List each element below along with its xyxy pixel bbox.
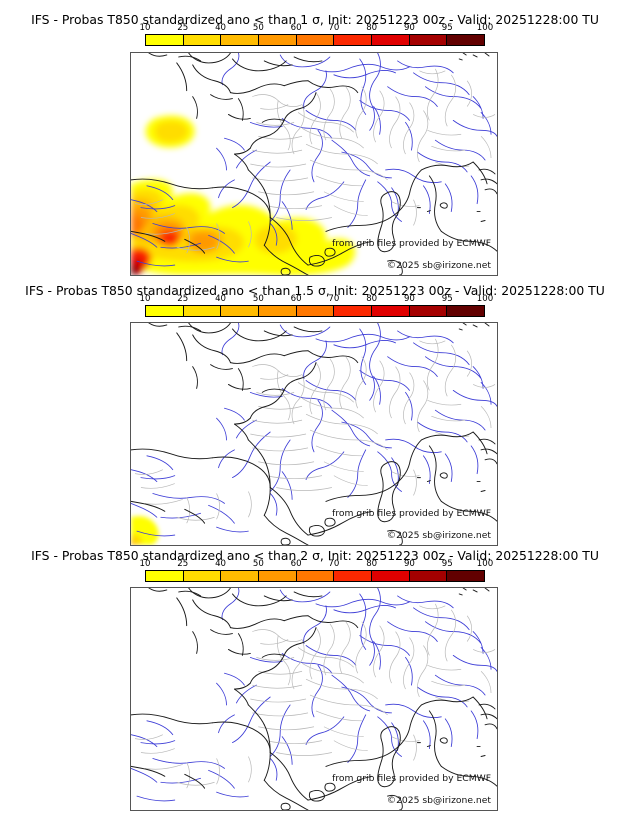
colorbar-tick-25: 25: [177, 23, 189, 33]
colorbar-segment-70: [334, 571, 373, 581]
colorbar-segment-80: [372, 35, 410, 45]
colorbar-tick-25: 25: [177, 559, 189, 569]
colorbar-tick-80: 80: [366, 559, 378, 569]
colorbar-segment-25: [183, 571, 222, 581]
panel-1-colorbar-swatches: [145, 34, 485, 46]
colorbar-segment-40: [221, 306, 260, 316]
colorbar-tick-90: 90: [403, 559, 415, 569]
panel-1-ecmwf-credit: from grib files provided by ECMWF: [332, 238, 491, 249]
colorbar-tick-70: 70: [328, 294, 340, 304]
colorbar-tick-95: 95: [441, 559, 453, 569]
colorbar-tick-100: 100: [476, 559, 494, 569]
colorbar-segment-70: [334, 35, 373, 45]
panel-1-map-svg: [131, 53, 497, 275]
panel-2-colorbar: 10 25 40 50 60 70 80 90 95 100: [0, 294, 630, 317]
colorbar-tick-40: 40: [215, 23, 227, 33]
panel-3-map[interactable]: from grib files provided by ECMWF ©2025 …: [130, 587, 498, 811]
colorbar-segment-50: [259, 571, 297, 581]
colorbar-segment-95: [447, 571, 485, 581]
probability-shading: [131, 115, 356, 275]
colorbar-tick-95: 95: [441, 294, 453, 304]
colorbar-segment-25: [183, 35, 222, 45]
colorbar-tick-80: 80: [366, 294, 378, 304]
panel-3-title: IFS - Probas T850 standardized ano < tha…: [31, 548, 599, 563]
colorbar-segment-95: [447, 306, 485, 316]
panel-3-map-svg: [131, 588, 497, 810]
panel-3-colorbar-ticks: 10 25 40 50 60 70 80 90 95 100: [140, 559, 494, 570]
colorbar-segment-25: [183, 306, 222, 316]
coastline-layer: [131, 323, 497, 545]
coastline-layer: [131, 588, 497, 810]
panel-1-copyright: ©2025 sb@irizone.net: [386, 260, 491, 271]
colorbar-segment-10: [146, 571, 184, 581]
colorbar-tick-10: 10: [139, 294, 151, 304]
colorbar-tick-60: 60: [290, 23, 302, 33]
panel-1-map[interactable]: from grib files provided by ECMWF ©2025 …: [130, 52, 498, 276]
colorbar-segment-10: [146, 306, 184, 316]
colorbar-segment-90: [409, 35, 448, 45]
colorbar-tick-40: 40: [215, 559, 227, 569]
panel-3-colorbar: 10 25 40 50 60 70 80 90 95 100: [0, 559, 630, 582]
colorbar-tick-10: 10: [139, 23, 151, 33]
colorbar-tick-70: 70: [328, 23, 340, 33]
colorbar-tick-40: 40: [215, 294, 227, 304]
colorbar-tick-50: 50: [252, 23, 264, 33]
colorbar-tick-80: 80: [366, 23, 378, 33]
panel-2-copyright: ©2025 sb@irizone.net: [386, 530, 491, 541]
colorbar-segment-90: [409, 306, 448, 316]
colorbar-segment-40: [221, 571, 260, 581]
panel-3-copyright: ©2025 sb@irizone.net: [386, 795, 491, 806]
colorbar-segment-40: [221, 35, 260, 45]
panel-1-colorbar: 10 25 40 50 60 70 80 90 95 100: [0, 23, 630, 46]
colorbar-tick-70: 70: [328, 559, 340, 569]
colorbar-segment-70: [334, 306, 373, 316]
panel-1-colorbar-ticks: 10 25 40 50 60 70 80 90 95 100: [140, 23, 494, 34]
colorbar-segment-60: [296, 306, 335, 316]
rivers-layer: [131, 53, 497, 267]
colorbar-tick-100: 100: [476, 294, 494, 304]
rivers-layer: [131, 323, 497, 537]
panel-2-colorbar-swatches: [145, 305, 485, 317]
colorbar-tick-100: 100: [476, 23, 494, 33]
probability-shading: [131, 516, 159, 545]
panel-3-ecmwf-credit: from grib files provided by ECMWF: [332, 773, 491, 784]
colorbar-segment-80: [372, 571, 410, 581]
colorbar-segment-10: [146, 35, 184, 45]
colorbar-tick-10: 10: [139, 559, 151, 569]
admin-boundaries-layer: [134, 603, 496, 789]
colorbar-tick-25: 25: [177, 294, 189, 304]
colorbar-segment-90: [409, 571, 448, 581]
admin-boundaries-layer: [134, 68, 496, 254]
panel-2-map[interactable]: from grib files provided by ECMWF ©2025 …: [130, 322, 498, 546]
colorbar-tick-95: 95: [441, 23, 453, 33]
colorbar-tick-50: 50: [252, 294, 264, 304]
colorbar-segment-60: [296, 35, 335, 45]
panel-2-colorbar-ticks: 10 25 40 50 60 70 80 90 95 100: [140, 294, 494, 305]
coastline-layer: [131, 53, 497, 275]
panel-2-title: IFS - Probas T850 standardized ano < tha…: [25, 283, 605, 298]
panel-2-map-svg: [131, 323, 497, 545]
rivers-layer: [131, 588, 497, 802]
colorbar-segment-80: [372, 306, 410, 316]
colorbar-segment-50: [259, 306, 297, 316]
panel-1-title: IFS - Probas T850 standardized ano < tha…: [31, 12, 599, 27]
colorbar-tick-90: 90: [403, 294, 415, 304]
colorbar-segment-95: [447, 35, 485, 45]
colorbar-tick-60: 60: [290, 559, 302, 569]
colorbar-segment-60: [296, 571, 335, 581]
colorbar-tick-90: 90: [403, 23, 415, 33]
colorbar-tick-60: 60: [290, 294, 302, 304]
panel-2-ecmwf-credit: from grib files provided by ECMWF: [332, 508, 491, 519]
colorbar-segment-50: [259, 35, 297, 45]
colorbar-tick-50: 50: [252, 559, 264, 569]
panel-3-colorbar-swatches: [145, 570, 485, 582]
